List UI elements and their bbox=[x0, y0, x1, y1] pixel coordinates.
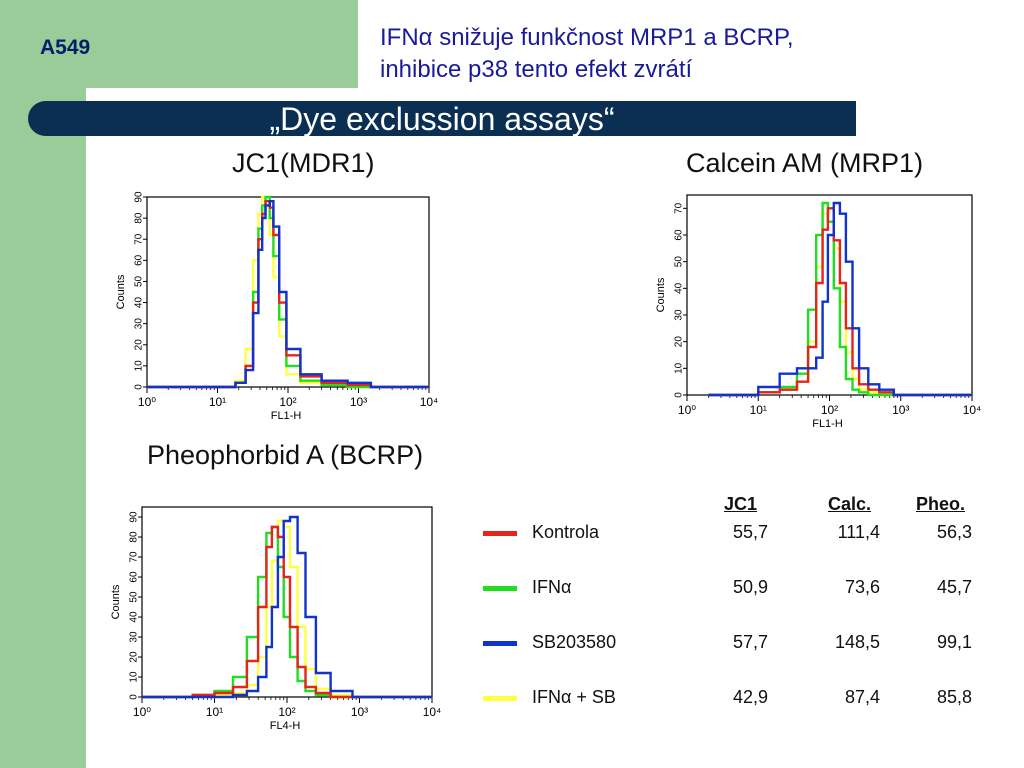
x-tick-label: 10³ bbox=[350, 395, 367, 409]
legend-value-pheo: 85,8 bbox=[936, 687, 972, 707]
y-axis-label: Counts bbox=[115, 274, 127, 309]
legend-col-jc1: JC1 bbox=[724, 494, 758, 514]
y-tick-label: 0 bbox=[674, 392, 685, 398]
y-tick-label: 10 bbox=[674, 362, 685, 374]
legend-value-calc: 111,4 bbox=[837, 522, 880, 542]
legend-value-jc1: 42,9 bbox=[732, 687, 768, 707]
subtitle-line-2: inhibice p38 tento efekt zvrátí bbox=[380, 56, 693, 83]
x-tick-label: 10⁰ bbox=[138, 395, 156, 409]
legend-value-pheo: 56,3 bbox=[936, 522, 972, 542]
y-tick-label: 70 bbox=[129, 551, 140, 563]
banner-title: „Dye exclussion assays“ bbox=[269, 101, 615, 137]
y-tick-label: 0 bbox=[134, 384, 145, 390]
y-tick-label: 40 bbox=[674, 282, 685, 294]
y-tick-label: 50 bbox=[134, 275, 145, 287]
y-axis-label: Counts bbox=[655, 277, 667, 312]
legend-row: IFNα 50,9 73,6 45,7 bbox=[480, 577, 990, 601]
x-tick-label: 10⁴ bbox=[423, 705, 442, 719]
legend-label: SB203580 bbox=[532, 632, 617, 652]
y-tick-label: 70 bbox=[674, 202, 685, 214]
series-line-sb203580 bbox=[142, 515, 432, 699]
legend-label: IFNα + SB bbox=[532, 687, 616, 707]
y-tick-label: 60 bbox=[129, 571, 140, 583]
x-tick-label: 10³ bbox=[892, 403, 909, 417]
legend-value-calc: 148,5 bbox=[834, 632, 880, 652]
series-line-kontrola bbox=[142, 525, 432, 699]
y-tick-label: 30 bbox=[134, 318, 145, 330]
legend-row: Kontrola 55,7 111,4 56,3 bbox=[480, 522, 990, 546]
x-axis-label: FL1-H bbox=[271, 410, 302, 422]
legend-row: IFNα + SB 42,9 87,4 85,8 bbox=[480, 687, 990, 711]
panel-title-jc1: JC1(MDR1) bbox=[232, 148, 375, 178]
legend-value-pheo: 45,7 bbox=[936, 577, 972, 597]
series-line-sb203580 bbox=[708, 201, 972, 397]
x-tick-label: 10³ bbox=[351, 705, 368, 719]
slide-subtitle: IFNα snižuje funkčnost MRP1 a BCRP, inhi… bbox=[380, 22, 794, 86]
legend-table: JC1 Calc. Pheo. Kontrola 55,7 111,4 56,3 IFN… bbox=[480, 492, 1000, 732]
x-tick-label: 10² bbox=[279, 395, 296, 409]
x-tick-label: 10² bbox=[821, 403, 838, 417]
y-tick-label: 30 bbox=[674, 309, 685, 321]
legend-value-jc1: 55,7 bbox=[732, 522, 768, 542]
legend-swatch bbox=[483, 696, 517, 701]
plot-area bbox=[686, 194, 973, 396]
legend-value-calc: 87,4 bbox=[844, 687, 880, 707]
legend-row: SB203580 57,7 148,5 99,1 bbox=[480, 632, 990, 656]
x-tick-label: 10¹ bbox=[209, 395, 226, 409]
x-axis-label: FL1-H bbox=[812, 418, 843, 430]
y-tick-label: 60 bbox=[674, 229, 685, 241]
y-tick-label: 70 bbox=[134, 233, 145, 245]
x-tick-label: 10² bbox=[278, 705, 295, 719]
cell-line-label: A549 bbox=[40, 36, 91, 59]
panel-title-pheo: Pheophorbid A (BCRP) bbox=[147, 440, 424, 470]
series-line-ifn- bbox=[708, 201, 972, 397]
y-tick-label: 0 bbox=[129, 694, 140, 700]
x-tick-label: 10⁴ bbox=[420, 395, 439, 409]
series-line-kontrola bbox=[147, 200, 429, 389]
y-tick-label: 80 bbox=[129, 531, 140, 543]
x-tick-label: 10⁴ bbox=[963, 403, 982, 417]
legend-col-pheo: Pheo. bbox=[916, 494, 966, 514]
series-line-sb203580 bbox=[147, 200, 429, 389]
legend-value-pheo: 99,1 bbox=[936, 632, 972, 652]
plot-area bbox=[141, 506, 433, 698]
x-axis-label: FL4-H bbox=[270, 720, 301, 732]
y-tick-label: 60 bbox=[134, 254, 145, 266]
x-tick-label: 10¹ bbox=[750, 403, 767, 417]
y-tick-label: 20 bbox=[134, 339, 145, 351]
x-tick-label: 10⁰ bbox=[133, 705, 151, 719]
y-tick-label: 50 bbox=[674, 256, 685, 268]
legend-swatch bbox=[483, 641, 517, 646]
histogram-calcein: 10⁰ 10¹ 10² 10³ 10⁴ 0 10 20 30 40 50 60 70 Counts FL1-… bbox=[655, 194, 982, 430]
y-tick-label: 30 bbox=[129, 631, 140, 643]
histogram-pheo: 10⁰ 10¹ 10² 10³ 10⁴ 0 10 20 30 40 50 60 70 80 90 Counts… bbox=[110, 506, 442, 732]
x-tick-label: 10⁰ bbox=[678, 403, 696, 417]
y-tick-label: 20 bbox=[129, 651, 140, 663]
y-tick-label: 80 bbox=[134, 212, 145, 224]
plot-area bbox=[146, 196, 430, 388]
legend-swatch bbox=[483, 586, 517, 591]
legend-value-jc1: 57,7 bbox=[732, 632, 768, 652]
y-axis-label: Counts bbox=[110, 584, 122, 619]
title-banner: „Dye exclussion assays“ bbox=[28, 101, 856, 137]
top-band bbox=[0, 0, 358, 88]
y-tick-label: 90 bbox=[129, 511, 140, 523]
legend-value-calc: 73,6 bbox=[844, 577, 880, 597]
panel-title-calcein: Calcein AM (MRP1) bbox=[686, 148, 924, 178]
legend-swatch bbox=[483, 531, 517, 536]
histogram-jc1: 10⁰ 10¹ 10² 10³ 10⁴ 0 10 20 30 40 50 60 70 80 90 Counts… bbox=[115, 191, 439, 422]
legend-col-calc: Calc. bbox=[828, 494, 872, 514]
y-tick-label: 10 bbox=[134, 360, 145, 372]
y-tick-label: 20 bbox=[674, 336, 685, 348]
legend-label: IFNα bbox=[532, 577, 572, 597]
y-tick-label: 90 bbox=[134, 191, 145, 203]
y-tick-label: 40 bbox=[129, 611, 140, 623]
legend-value-jc1: 50,9 bbox=[732, 577, 768, 597]
legend-label: Kontrola bbox=[532, 522, 600, 542]
x-tick-label: 10¹ bbox=[206, 705, 223, 719]
y-tick-label: 40 bbox=[134, 297, 145, 309]
y-tick-label: 10 bbox=[129, 671, 140, 683]
subtitle-line-1: IFNα snižuje funkčnost MRP1 a BCRP, bbox=[380, 24, 794, 51]
y-tick-label: 50 bbox=[129, 591, 140, 603]
